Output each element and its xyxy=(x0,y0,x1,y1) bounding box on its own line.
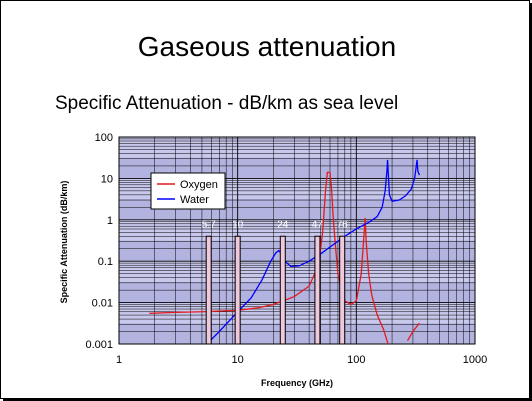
marker-layer: 5.7 10 24 47 76 xyxy=(202,219,349,345)
grid-lines xyxy=(118,136,476,345)
frequency-marker-label: 24 xyxy=(277,219,289,230)
series-line-water-2 xyxy=(206,159,421,344)
series-line-oxygen-0 xyxy=(149,171,389,344)
slide-title: Gaseous attenuation xyxy=(137,31,397,62)
x-axis-label: Frequency (GHz) xyxy=(261,378,333,388)
plot-band xyxy=(119,137,475,158)
legend-label-water: Water xyxy=(180,194,209,206)
x-tick-label: 100 xyxy=(347,354,365,366)
y-tick-label: 0.001 xyxy=(85,339,113,351)
frequency-marker-24 xyxy=(279,235,286,345)
legend: Oxygen Water xyxy=(150,172,226,210)
axis-layer: 1 10 100 1000 0.001 0.01 0.1 1 10 100 xyxy=(85,132,487,366)
frequency-marker-47 xyxy=(314,235,321,345)
slide-subtitle: Specific Attenuation - dB/km as sea leve… xyxy=(55,93,399,114)
y-tick-label: 0.1 xyxy=(98,256,113,268)
frequency-marker-label: 76 xyxy=(337,219,349,230)
frequency-marker-label: 5.7 xyxy=(202,219,216,230)
series-layer xyxy=(149,159,421,344)
y-axis-label: Specific Attenuation (dB/km) xyxy=(59,181,69,304)
y-tick-label: 10 xyxy=(101,173,113,185)
legend-box xyxy=(150,172,226,210)
frequency-marker-10 xyxy=(234,235,241,345)
x-tick-label: 1000 xyxy=(463,354,487,366)
legend-label-oxygen: Oxygen xyxy=(180,179,218,191)
x-tick-label: 10 xyxy=(232,354,244,366)
frequency-marker-label: 47 xyxy=(312,219,324,230)
frequency-marker-5.7 xyxy=(205,235,212,345)
plot-band xyxy=(119,261,475,282)
y-tick-label: 0.01 xyxy=(92,298,113,310)
x-tick-label: 1 xyxy=(116,354,122,366)
series-line-oxygen-1 xyxy=(406,322,420,342)
y-tick-label: 100 xyxy=(95,132,113,144)
frequency-marker-label: 10 xyxy=(232,219,244,230)
y-tick-label: 1 xyxy=(107,215,113,227)
plot-band xyxy=(119,219,475,241)
frequency-marker-76 xyxy=(339,235,346,345)
plot-border xyxy=(118,136,476,345)
